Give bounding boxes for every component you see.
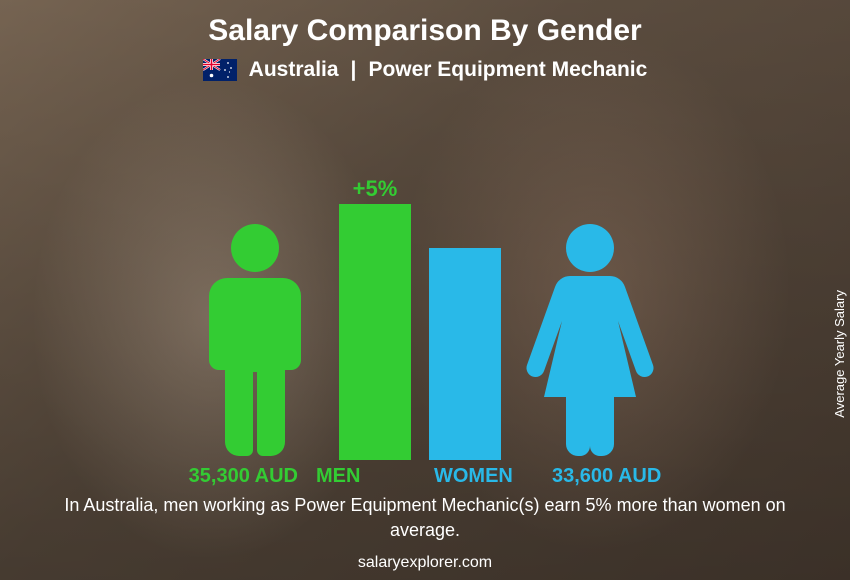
women-salary-label: 33,600 AUD: [552, 465, 732, 488]
subtitle-country: Australia: [249, 58, 339, 82]
description-text: In Australia, men working as Power Equip…: [60, 493, 790, 542]
woman-icon: [515, 220, 665, 460]
women-bar: [429, 248, 501, 460]
men-gender-label: MEN: [316, 465, 416, 488]
women-group: [429, 220, 665, 460]
australia-flag-icon: [203, 59, 237, 81]
page-title: Salary Comparison By Gender: [0, 0, 850, 48]
labels-row: 35,300 AUD MEN WOMEN 33,600 AUD: [0, 465, 850, 488]
men-bar: +5%: [339, 204, 411, 460]
chart-area: +5%: [0, 100, 850, 460]
pct-diff-label: +5%: [353, 176, 398, 202]
women-gender-label: WOMEN: [434, 465, 534, 488]
men-group: +5%: [185, 204, 411, 460]
infographic-container: Salary Comparison By Gender: [0, 0, 850, 580]
subtitle-job: Power Equipment Mechanic: [368, 58, 647, 82]
footer-source: salaryexplorer.com: [0, 554, 850, 572]
subtitle-separator: |: [351, 58, 357, 82]
man-icon: [185, 220, 325, 460]
men-salary-label: 35,300 AUD: [118, 465, 298, 488]
subtitle-row: Australia | Power Equipment Mechanic: [0, 58, 850, 82]
